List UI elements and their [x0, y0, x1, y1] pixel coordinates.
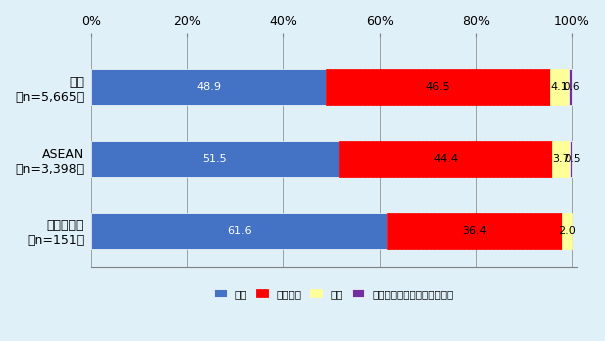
Text: 0.5: 0.5	[564, 154, 580, 164]
Bar	[339, 141, 552, 177]
Bar	[91, 69, 326, 105]
Bar	[570, 141, 572, 177]
Text: 3.7: 3.7	[552, 154, 570, 164]
Text: 44.4: 44.4	[433, 154, 458, 164]
Text: 51.5: 51.5	[203, 154, 227, 164]
Bar	[326, 69, 550, 105]
Legend: 拡大, 現状維持, 縮小, 第三国（地域）へ移転・撤退: 拡大, 現状維持, 縮小, 第三国（地域）へ移転・撤退	[210, 285, 458, 303]
Bar	[562, 213, 572, 249]
Text: 4.1: 4.1	[551, 82, 569, 92]
Bar	[570, 141, 572, 177]
Text: 46.5: 46.5	[426, 82, 450, 92]
Bar	[387, 213, 562, 249]
Text: 2.0: 2.0	[558, 226, 576, 236]
Bar	[550, 69, 569, 105]
Text: 0.6: 0.6	[564, 82, 580, 92]
Text: 48.9: 48.9	[196, 82, 221, 92]
Bar	[569, 69, 572, 105]
Bar	[569, 69, 572, 105]
Text: 61.6: 61.6	[227, 226, 252, 236]
Text: 36.4: 36.4	[462, 226, 487, 236]
Bar	[91, 141, 339, 177]
Bar	[91, 213, 387, 249]
Bar	[552, 141, 570, 177]
